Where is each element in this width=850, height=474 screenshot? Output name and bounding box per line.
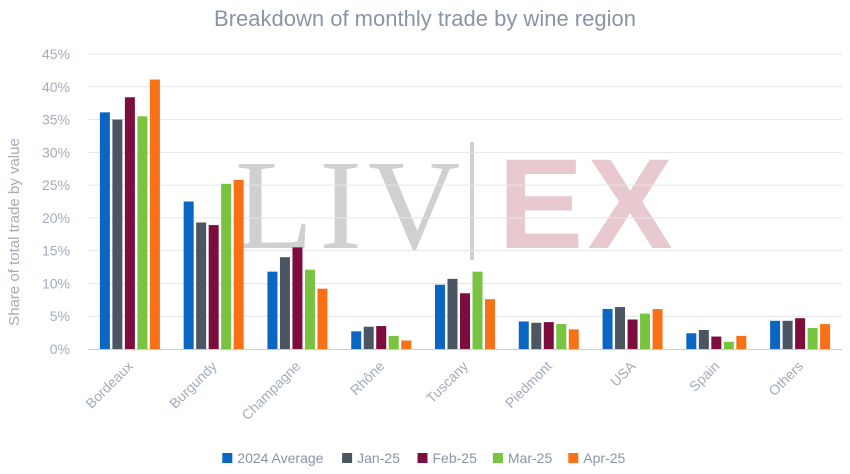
bar bbox=[543, 322, 554, 349]
x-tick-label: Piedmont bbox=[502, 358, 555, 411]
bar bbox=[556, 324, 567, 349]
x-tick-label: Tuscany bbox=[423, 358, 471, 406]
bar bbox=[615, 307, 626, 349]
y-tick-label: 40% bbox=[42, 79, 70, 95]
bar bbox=[602, 309, 613, 349]
bars bbox=[99, 79, 831, 350]
bar bbox=[795, 318, 806, 349]
bar bbox=[460, 293, 470, 349]
legend-swatch bbox=[417, 453, 428, 463]
bar bbox=[820, 324, 831, 349]
bar bbox=[149, 79, 160, 350]
y-axis-label: Share of total trade by value bbox=[6, 138, 23, 326]
bar bbox=[782, 320, 793, 349]
watermark-divider bbox=[470, 142, 474, 260]
x-tick-label: Burgundy bbox=[166, 358, 220, 412]
bar bbox=[183, 201, 194, 349]
legend-label: 2024 Average bbox=[237, 450, 323, 466]
watermark-liv: LIV bbox=[235, 134, 466, 276]
x-tick-label: Spain bbox=[686, 358, 723, 395]
bar bbox=[99, 112, 110, 349]
bar bbox=[686, 333, 697, 349]
bar bbox=[112, 119, 123, 349]
bar bbox=[711, 336, 722, 349]
legend-swatch bbox=[568, 453, 579, 463]
bar bbox=[435, 284, 445, 349]
y-tick-label: 5% bbox=[50, 308, 70, 324]
bar bbox=[137, 116, 148, 350]
legend-swatch bbox=[492, 453, 503, 463]
bar bbox=[124, 97, 135, 350]
x-tick-label: Bordeaux bbox=[82, 358, 136, 412]
bar bbox=[652, 309, 663, 349]
bar bbox=[208, 225, 219, 349]
bar bbox=[698, 329, 709, 349]
y-tick-label: 25% bbox=[42, 177, 70, 193]
y-tick-label: 10% bbox=[42, 275, 70, 291]
x-tick-label: USA bbox=[607, 357, 639, 389]
bar bbox=[472, 271, 483, 349]
bar bbox=[317, 288, 328, 349]
bar bbox=[196, 222, 207, 349]
y-tick-label: 0% bbox=[50, 341, 70, 357]
watermark: LIV EX bbox=[235, 133, 677, 276]
y-tick-label: 15% bbox=[42, 243, 70, 259]
legend-swatch bbox=[342, 453, 353, 463]
bar bbox=[723, 341, 734, 349]
bar bbox=[233, 179, 244, 349]
bar bbox=[640, 313, 651, 349]
legend-label: Apr-25 bbox=[583, 450, 625, 466]
bar bbox=[736, 335, 747, 349]
bar bbox=[807, 328, 818, 349]
bar bbox=[363, 326, 374, 349]
bar bbox=[518, 321, 529, 349]
y-tick-label: 30% bbox=[42, 144, 70, 160]
x-tick-label: Champagne bbox=[238, 358, 303, 423]
bar bbox=[485, 299, 495, 349]
bar bbox=[351, 331, 362, 349]
bar bbox=[267, 271, 278, 349]
legend-label: Feb-25 bbox=[433, 450, 478, 466]
y-tick-label: 35% bbox=[42, 112, 70, 128]
watermark-ex: EX bbox=[498, 133, 677, 276]
bar bbox=[221, 183, 232, 349]
legend-swatch bbox=[222, 453, 233, 463]
chart-title: Breakdown of monthly trade by wine regio… bbox=[214, 6, 636, 31]
bar bbox=[770, 320, 781, 349]
bar bbox=[388, 335, 399, 349]
bar bbox=[376, 326, 387, 349]
bar bbox=[627, 319, 638, 349]
bar bbox=[279, 257, 290, 349]
legend-label: Jan-25 bbox=[357, 450, 400, 466]
bar bbox=[304, 269, 315, 349]
bar bbox=[447, 278, 458, 349]
x-tick-label: Others bbox=[765, 358, 806, 399]
y-tick-label: 45% bbox=[42, 46, 70, 62]
x-tick-label: Rhône bbox=[347, 358, 388, 399]
legend: 2024 Average Jan-25 Feb-25 Mar-25 Apr-25 bbox=[222, 450, 626, 466]
bar bbox=[401, 340, 412, 349]
bar bbox=[568, 329, 579, 349]
bar bbox=[531, 322, 542, 349]
y-tick-label: 20% bbox=[42, 210, 70, 226]
bar bbox=[292, 247, 303, 349]
legend-label: Mar-25 bbox=[508, 450, 553, 466]
